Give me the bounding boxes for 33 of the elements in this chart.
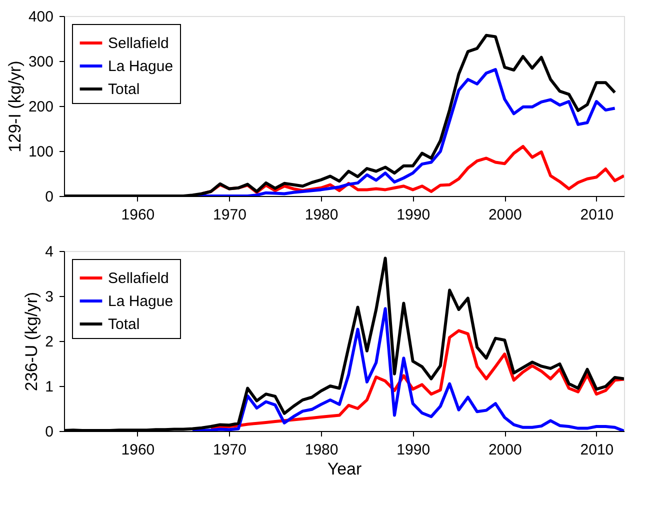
y-tick-label: 2 [45,334,54,350]
legend-label: Total [108,316,140,333]
y-tick-label: 300 [28,54,54,70]
line-series [191,307,624,431]
legend-label: La Hague [108,58,174,75]
y-tick-label: 4 [45,244,54,260]
x-tick-label: 1980 [304,442,338,458]
x-tick-label: 2000 [488,442,522,458]
legend-label: Total [108,81,140,98]
x-tick-label: 1980 [304,206,338,224]
y-axis-title: 236-U (kg/yr) [22,292,42,392]
x-tick-label: 1990 [396,442,430,458]
y-tick-label: 0 [45,188,54,206]
y-tick-label: 0 [45,424,54,440]
x-tick-label: 2010 [580,442,614,458]
y-tick-label: 100 [28,144,54,160]
line-series [209,329,624,429]
x-tick-label: 1970 [213,442,246,458]
x-tick-label: 2000 [488,206,522,224]
x-tick-label: 2010 [580,206,614,224]
x-tick-label: 1990 [396,206,430,224]
x-tick-label: 1960 [121,206,155,224]
y-tick-label: 1 [45,378,54,396]
x-tick-label: 1970 [213,206,246,224]
legend-label: Sellafield [108,35,169,52]
y-tick-label: 200 [28,98,54,116]
legend-label: Sellafield [108,270,169,287]
x-tick-label: 1960 [121,442,155,458]
y-tick-label: 3 [45,288,54,306]
x-axis-title: Year [327,460,362,478]
legend-label: La Hague [108,293,174,310]
y-tick-label: 400 [28,8,54,26]
y-axis-title: 129-I (kg/yr) [5,60,24,152]
